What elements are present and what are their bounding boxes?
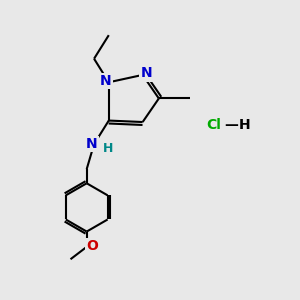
Text: H: H [238,118,250,132]
Text: N: N [100,74,112,88]
Text: N: N [86,137,98,151]
Text: H: H [103,142,113,155]
Text: Cl: Cl [206,118,221,132]
Text: O: O [86,239,98,253]
Text: N: N [140,66,152,80]
Text: —: — [225,118,238,132]
